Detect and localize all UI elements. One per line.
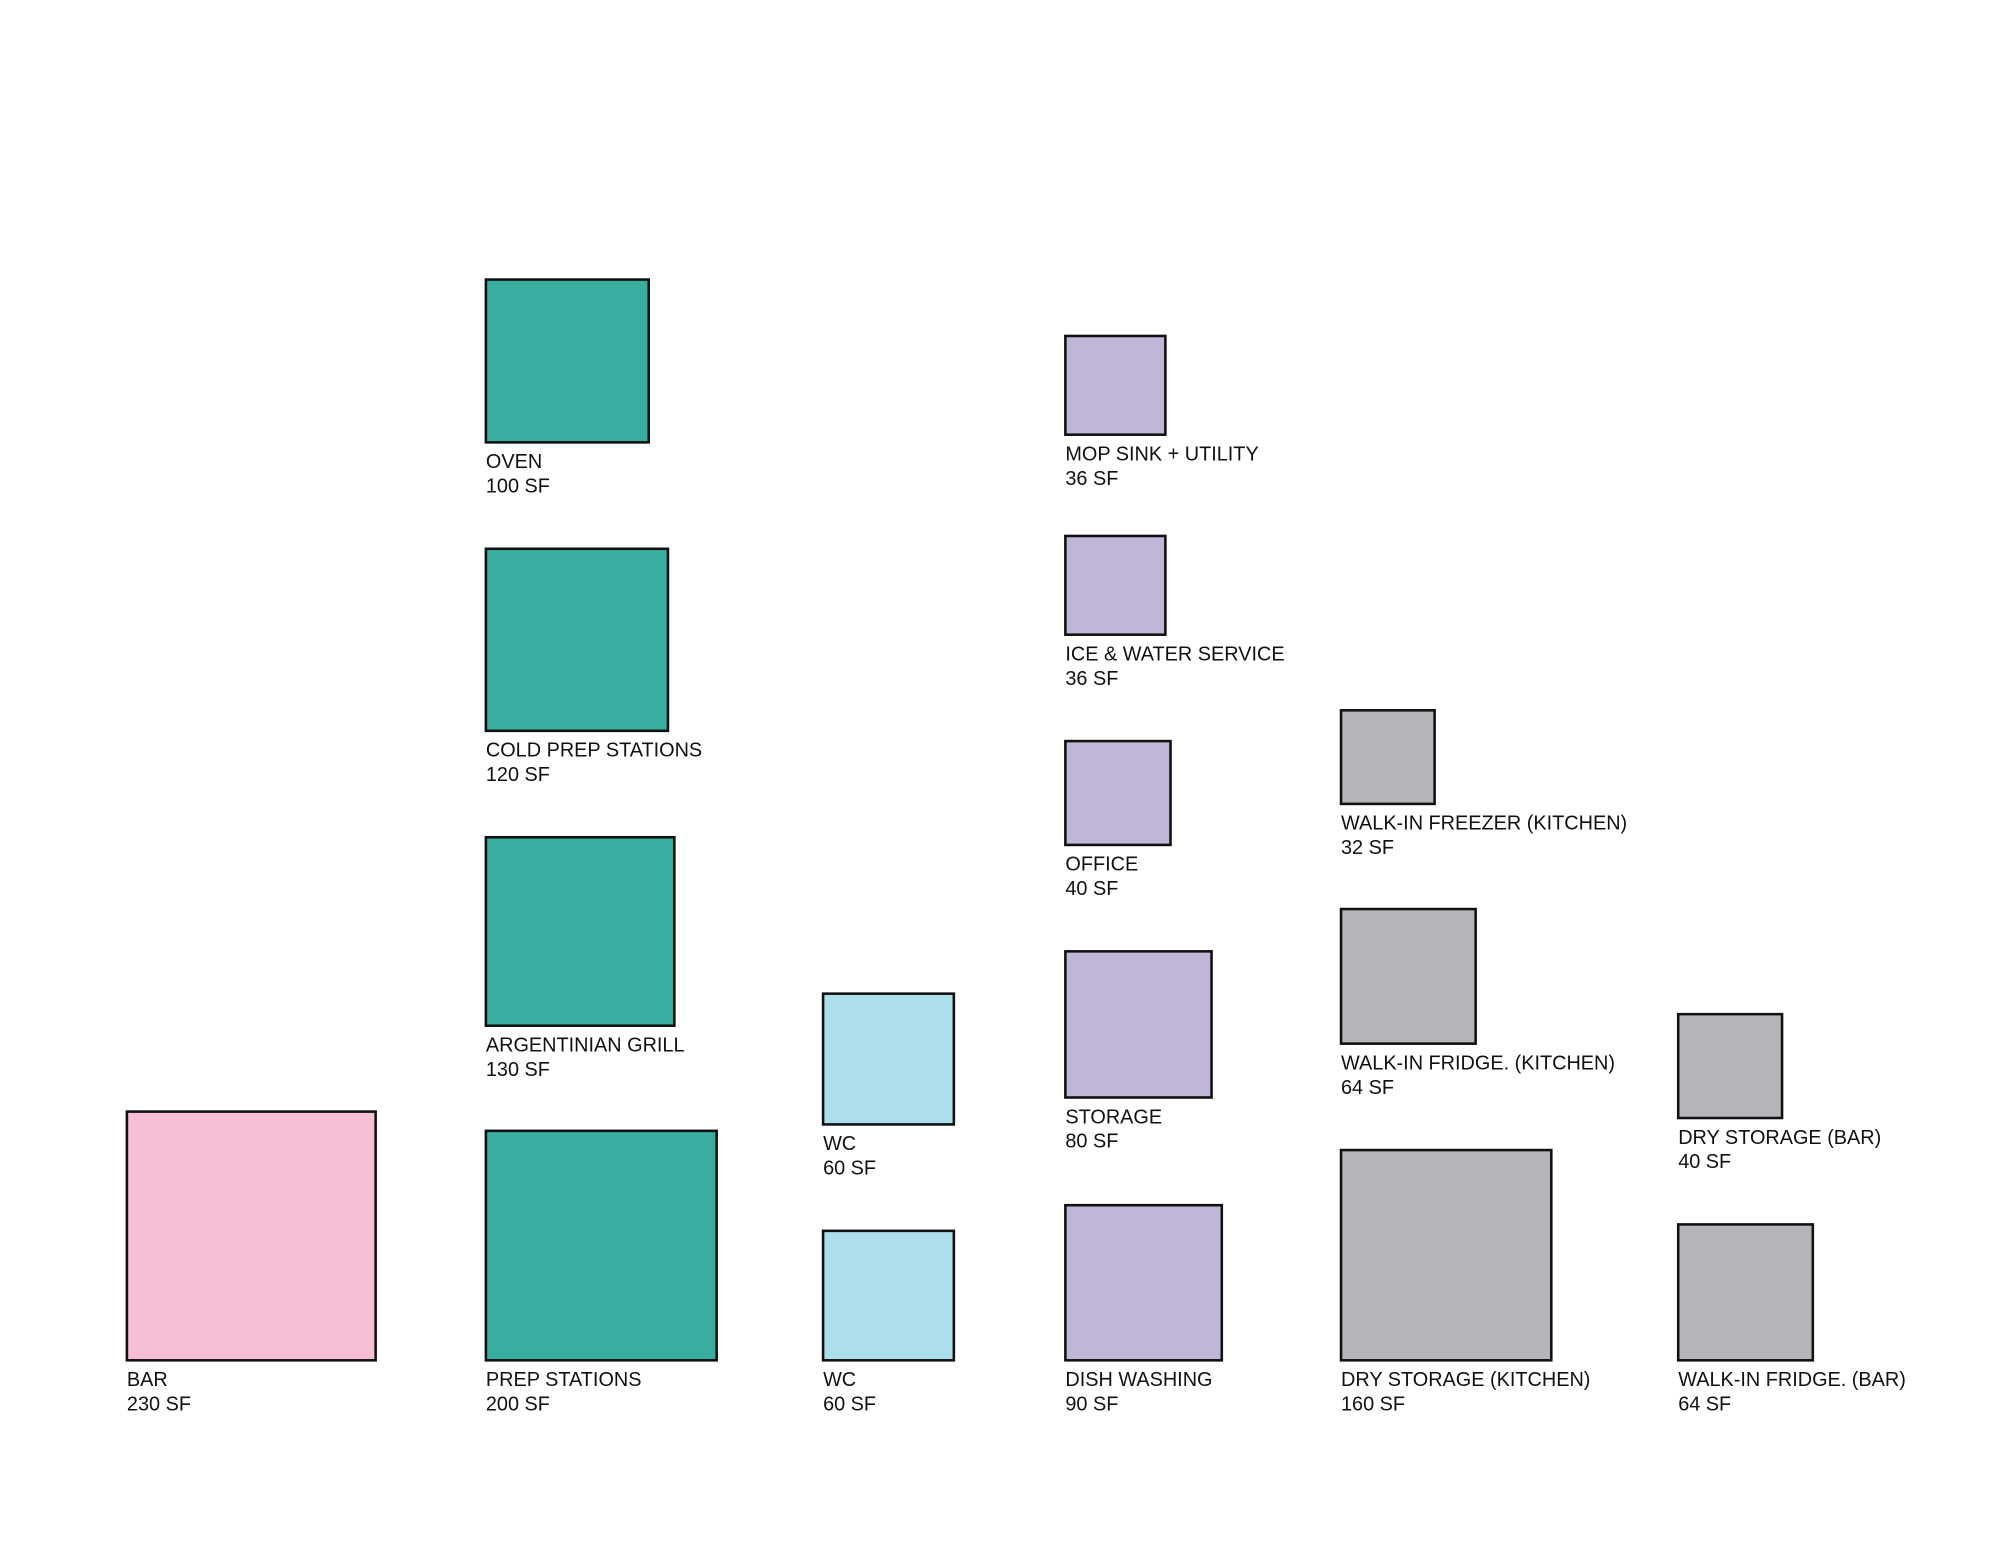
room-square — [1339, 709, 1436, 806]
room-square — [484, 835, 676, 1027]
room-label: OFFICE — [1065, 854, 1138, 876]
room-square — [484, 278, 651, 444]
room-area: 80 SF — [1065, 1131, 1118, 1153]
room-area: 32 SF — [1341, 837, 1394, 859]
room-area: 60 SF — [823, 1393, 876, 1415]
room-label: WC — [823, 1133, 856, 1155]
room-square — [1676, 1223, 1815, 1362]
room-area: 100 SF — [486, 475, 550, 497]
room-label: WC — [823, 1369, 856, 1391]
room-label: OVEN — [486, 451, 542, 473]
room-label: WALK-IN FREEZER (KITCHEN) — [1341, 813, 1627, 835]
room-label: ARGENTINIAN GRILL — [486, 1034, 685, 1056]
room-label: DISH WASHING — [1065, 1369, 1212, 1391]
room-area: 60 SF — [823, 1158, 876, 1180]
room-area: 130 SF — [486, 1059, 550, 1081]
room-area: 40 SF — [1678, 1151, 1731, 1173]
room-square — [1064, 1203, 1224, 1362]
room-label: WALK-IN FRIDGE. (BAR) — [1678, 1369, 1906, 1391]
room-square — [484, 547, 670, 733]
room-label: ICE & WATER SERVICE — [1065, 643, 1284, 665]
room-area: 200 SF — [486, 1393, 550, 1415]
room-square — [821, 1229, 956, 1362]
room-square — [1339, 907, 1477, 1045]
room-square — [125, 1110, 377, 1362]
room-label: COLD PREP STATIONS — [486, 740, 702, 762]
room-label: DRY STORAGE (KITCHEN) — [1341, 1369, 1590, 1391]
room-square — [1064, 534, 1167, 636]
room-square — [1064, 739, 1172, 847]
room-square — [1064, 950, 1213, 1099]
room-area: 64 SF — [1341, 1077, 1394, 1099]
room-square — [821, 992, 956, 1126]
room-label: PREP STATIONS — [486, 1369, 642, 1391]
room-square — [1064, 334, 1167, 436]
room-square — [1339, 1148, 1553, 1362]
room-area: 36 SF — [1065, 468, 1118, 490]
room-area: 90 SF — [1065, 1393, 1118, 1415]
room-label: DRY STORAGE (BAR) — [1678, 1127, 1881, 1149]
room-area: 36 SF — [1065, 668, 1118, 690]
room-area: 64 SF — [1678, 1393, 1731, 1415]
room-area: 120 SF — [486, 764, 550, 786]
room-area: 160 SF — [1341, 1393, 1405, 1415]
room-label: STORAGE — [1065, 1106, 1162, 1128]
room-label: BAR — [127, 1369, 168, 1391]
room-area: 40 SF — [1065, 878, 1118, 900]
room-label: WALK-IN FRIDGE. (KITCHEN) — [1341, 1052, 1615, 1074]
room-area: 230 SF — [127, 1393, 191, 1415]
room-label: MOP SINK + UTILITY — [1065, 443, 1258, 465]
room-square — [1676, 1012, 1784, 1120]
room-square — [484, 1129, 718, 1362]
